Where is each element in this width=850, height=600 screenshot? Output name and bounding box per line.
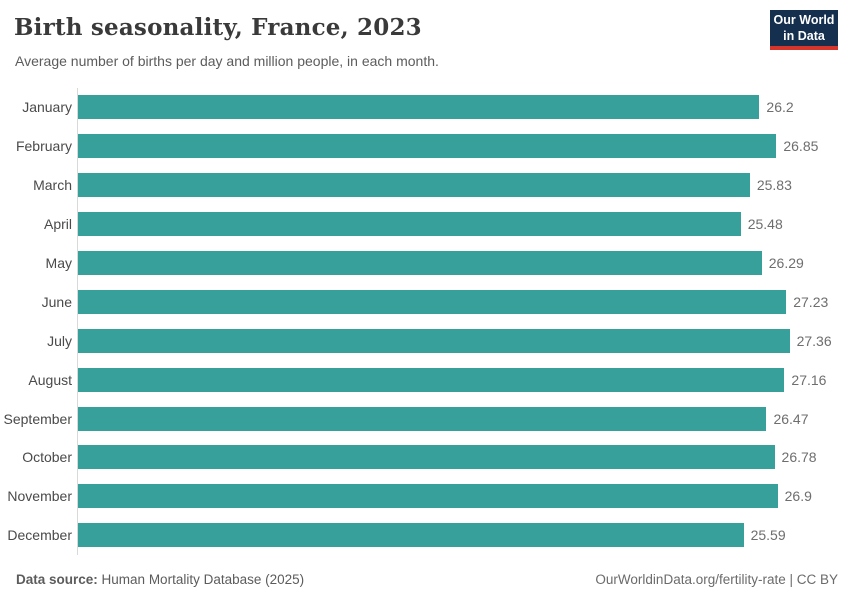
bar-track: 27.36	[77, 321, 838, 361]
category-label-december: December	[7, 527, 72, 544]
value-label: 26.2	[766, 99, 794, 116]
bar-row: June 27.23	[0, 282, 850, 322]
bar-row: October 26.78	[0, 438, 850, 477]
bar-row: April 25.48	[0, 204, 850, 244]
bar-december	[78, 523, 744, 548]
category-label-february: February	[15, 138, 72, 155]
value-label: 26.78	[781, 449, 817, 466]
bar-track: 27.16	[77, 360, 838, 400]
bar-row: July 27.36	[0, 321, 850, 361]
value-label: 26.29	[768, 255, 804, 271]
bar-may	[78, 251, 762, 275]
bar-track: 26.85	[77, 126, 838, 166]
bar-august	[78, 367, 785, 392]
bar-track: 26.9	[77, 476, 838, 516]
credit-link[interactable]: OurWorldinData.org/fertility-rate | CC B…	[595, 572, 838, 587]
bar-row: May 26.29	[0, 243, 850, 283]
category-label-november: November	[7, 488, 72, 505]
bar-track: 26.29	[77, 243, 838, 283]
value-label: 26.47	[773, 410, 809, 427]
bar-row: February 26.85	[0, 126, 850, 166]
bar-row: March 25.83	[0, 165, 850, 205]
data-source: Data source: Human Mortality Database (2…	[16, 572, 304, 587]
bar-january	[78, 95, 760, 120]
value-label: 27.36	[796, 332, 832, 349]
value-label: 27.23	[793, 293, 829, 310]
chart-subtitle: Average number of births per day and mil…	[15, 53, 439, 69]
bar-row: August 27.16	[0, 360, 850, 400]
bar-track: 25.59	[77, 515, 838, 555]
bar-row: December 25.59	[0, 515, 850, 555]
value-label: 25.48	[747, 216, 783, 233]
value-label: 26.9	[784, 488, 812, 505]
bar-track: 26.78	[77, 438, 838, 477]
bar-row: September 26.47	[0, 399, 850, 439]
bar-row: January 26.2	[0, 88, 850, 127]
data-source-value: Human Mortality Database (2025)	[101, 572, 305, 587]
bar-june	[78, 289, 787, 314]
value-label: 26.85	[783, 138, 819, 155]
category-label-june: June	[41, 293, 72, 310]
value-label: 25.59	[750, 527, 786, 544]
owid-logo-line2: in Data	[783, 29, 825, 43]
value-label: 27.16	[791, 371, 827, 388]
bar-chart: January 26.2 February 26.85 March 25.83 April 2…	[0, 88, 850, 555]
value-label: 25.83	[756, 177, 792, 194]
bar-track: 25.83	[77, 165, 838, 205]
category-label-march: March	[33, 177, 72, 194]
bar-october	[78, 445, 775, 470]
category-label-january: January	[22, 99, 72, 116]
bar-november	[78, 484, 778, 509]
bar-february	[78, 134, 777, 159]
category-label-april: April	[43, 216, 72, 233]
page-title: Birth seasonality, France, 2023	[14, 14, 422, 41]
category-label-september: September	[3, 410, 72, 427]
category-label-july: July	[47, 332, 72, 349]
bar-row: November 26.9	[0, 476, 850, 516]
bar-september	[78, 406, 767, 431]
bar-track: 26.2	[77, 88, 838, 127]
owid-logo: Our World in Data	[770, 10, 838, 50]
owid-logo-line1: Our World	[773, 12, 835, 27]
bar-track: 25.48	[77, 204, 838, 244]
category-label-october: October	[22, 449, 72, 466]
bar-track: 27.23	[77, 282, 838, 322]
bar-track: 26.47	[77, 399, 838, 439]
bar-april	[78, 212, 741, 237]
chart-footer: Data source: Human Mortality Database (2…	[16, 572, 838, 587]
bar-july	[78, 328, 790, 353]
data-source-label: Data source:	[16, 572, 98, 587]
category-label-august: August	[28, 371, 72, 388]
category-label-may: May	[45, 255, 72, 271]
bar-march	[78, 173, 750, 198]
